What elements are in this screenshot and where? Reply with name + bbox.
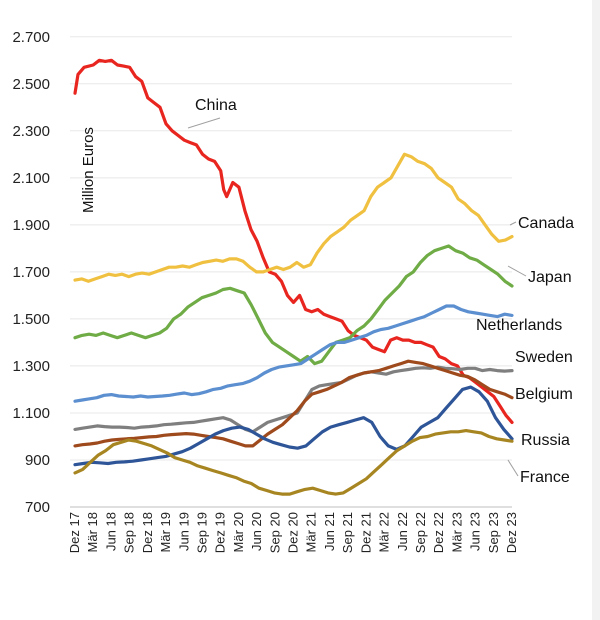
series-label-china: China <box>195 97 237 114</box>
series-group <box>73 58 514 496</box>
y-tick-label: 2.100 <box>12 170 50 187</box>
x-tick-label: Jun 23 <box>468 512 483 551</box>
label-leaders <box>187 117 527 477</box>
x-tick-label: Dez 20 <box>286 512 301 553</box>
x-tick-label: Mär 20 <box>231 512 246 552</box>
leader-line <box>509 221 517 226</box>
y-tick-label: 2.500 <box>12 76 50 93</box>
x-tick-label: Mär 23 <box>449 512 464 552</box>
x-tick-label: Dez 22 <box>431 512 446 553</box>
series-label-belgium: Belgium <box>515 386 573 403</box>
series-line-china <box>73 58 514 424</box>
x-tick-label: Dez 23 <box>504 512 519 553</box>
x-tick-label: Jun 22 <box>395 512 410 551</box>
series-line-canada <box>73 152 514 283</box>
y-tick-label: 2.700 <box>12 29 50 46</box>
leader-line <box>507 459 519 477</box>
y-axis-ticks: 700 900 1.100 1.300 1.500 1.700 1.900 2.100 2.30… <box>12 29 50 516</box>
y-tick-label: 1.100 <box>12 405 50 422</box>
series-label-canada: Canada <box>518 215 574 232</box>
leader-line <box>187 117 221 129</box>
x-tick-label: Jun 18 <box>103 512 118 551</box>
x-tick-label: Dez 19 <box>213 512 228 553</box>
y-axis-label: Million Euros <box>80 127 97 213</box>
x-tick-label: Dez 18 <box>140 512 155 553</box>
x-tick-label: Mär 18 <box>85 512 100 552</box>
y-tick-label: 1.500 <box>12 311 50 328</box>
x-tick-label: Mär 22 <box>377 512 392 552</box>
y-tick-label: 1.700 <box>12 264 50 281</box>
x-tick-label: Sep 23 <box>486 512 501 553</box>
x-axis-ticks: Dez 17 Mär 18 Jun 18 Sep 18 Dez 18 Mär 19 Jun … <box>67 512 519 553</box>
series-line-netherlands <box>73 304 514 403</box>
y-tick-label: 900 <box>25 452 50 469</box>
x-tick-label: Jun 19 <box>176 512 191 551</box>
series-label-sweden: Sweden <box>515 349 573 366</box>
series-label-netherlands: Netherlands <box>476 317 562 334</box>
x-tick-label: Jun 21 <box>322 512 337 551</box>
x-tick-label: Sep 21 <box>340 512 355 553</box>
series-label-japan: Japan <box>528 269 572 286</box>
x-tick-label: Sep 20 <box>267 512 282 553</box>
x-tick-label: Dez 21 <box>358 512 373 553</box>
y-tick-label: 1.300 <box>12 358 50 375</box>
x-tick-label: Dez 17 <box>67 512 82 553</box>
x-tick-label: Sep 18 <box>122 512 137 553</box>
y-tick-label: 1.900 <box>12 217 50 234</box>
series-line-sweden <box>73 365 514 434</box>
x-tick-label: Mär 19 <box>158 512 173 552</box>
leader-line <box>507 265 527 277</box>
series-line-france <box>73 429 514 496</box>
x-tick-label: Sep 19 <box>194 512 209 553</box>
series-line-russia <box>73 385 514 467</box>
y-tick-label: 700 <box>25 499 50 516</box>
y-tick-label: 2.300 <box>12 123 50 140</box>
series-label-france: France <box>520 469 570 486</box>
x-tick-label: Mär 21 <box>304 512 319 552</box>
series-line-japan <box>73 244 514 366</box>
x-tick-label: Jun 20 <box>249 512 264 551</box>
window-edge <box>592 0 600 620</box>
series-labels: China Canada Japan Netherlands Sweden Belgium… <box>195 97 574 486</box>
gridlines <box>70 36 512 508</box>
series-line-belgium <box>73 359 514 448</box>
series-label-russia: Russia <box>521 432 570 449</box>
x-tick-label: Sep 22 <box>413 512 428 553</box>
